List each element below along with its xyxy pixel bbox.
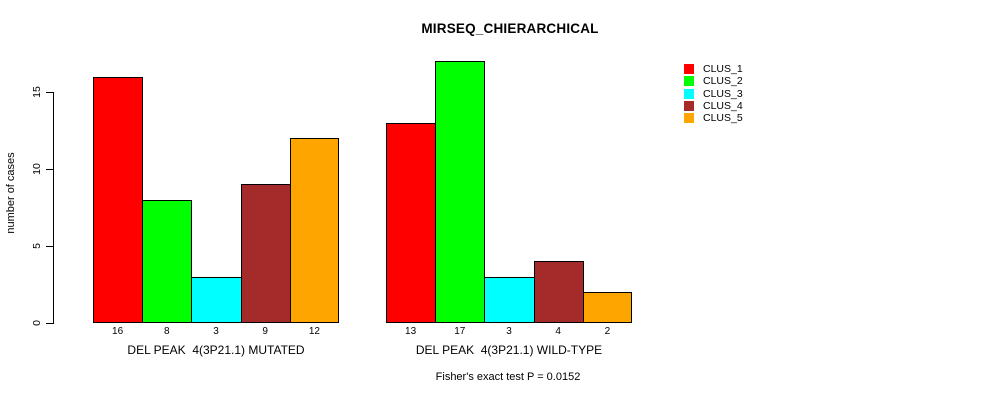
legend-label: CLUS_3 (703, 87, 743, 100)
group-axis-label-wild-type: DEL PEAK 4(3P21.1) WILD-TYPE (415, 343, 603, 357)
y-tick-label: 15 (30, 86, 43, 98)
bar-clus_3 (191, 276, 242, 323)
bar-value-label: 17 (454, 326, 466, 337)
bar-value-label: 12 (308, 326, 320, 337)
y-tick-label: 10 (30, 163, 43, 175)
bar-clus_4 (533, 261, 584, 323)
y-tick-label: 5 (30, 243, 43, 249)
chart-title: MIRSEQ_CHIERARCHICAL (421, 21, 599, 36)
y-tick-label: 0 (30, 320, 43, 326)
legend-label: CLUS_5 (703, 112, 743, 125)
bar-clus_2 (142, 199, 193, 323)
y-axis-title: number of cases (5, 152, 17, 234)
bar-clus_5 (582, 292, 632, 323)
bar-clus_1 (386, 122, 437, 323)
bar-clus_4 (240, 184, 291, 323)
bar-clus_2 (435, 61, 486, 323)
bar-value-label: 9 (262, 326, 268, 337)
legend-swatch-clus_1 (684, 64, 694, 74)
legend-label: CLUS_2 (703, 75, 743, 88)
bar-clus_3 (484, 276, 535, 323)
bar-value-label: 13 (405, 326, 417, 337)
legend-label: CLUS_4 (703, 99, 743, 112)
legend-label: CLUS_1 (703, 63, 743, 75)
y-tick-mark (46, 245, 53, 247)
y-axis-line (53, 92, 54, 324)
bar-value-label: 8 (164, 326, 170, 337)
bar-value-label: 3 (506, 326, 512, 337)
group-axis-label-mutated: DEL PEAK 4(3P21.1) MUTATED (127, 343, 305, 357)
y-tick-mark (46, 322, 53, 324)
legend-swatch-clus_4 (684, 100, 694, 111)
legend-swatch-clus_3 (684, 88, 694, 99)
y-tick-mark (46, 91, 53, 93)
legend-swatch-clus_2 (684, 76, 694, 87)
bar-value-label: 16 (112, 326, 124, 337)
bar-clus_5 (289, 138, 339, 323)
bar-value-label: 2 (604, 326, 611, 337)
bar-value-label: 3 (213, 326, 219, 337)
y-tick-mark (46, 168, 53, 170)
legend-swatch-clus_5 (684, 113, 694, 124)
bar-clus_1 (93, 76, 144, 323)
bar-value-label: 4 (555, 326, 561, 337)
footer-annotation: Fisher's exact test P = 0.0152 (435, 371, 581, 383)
